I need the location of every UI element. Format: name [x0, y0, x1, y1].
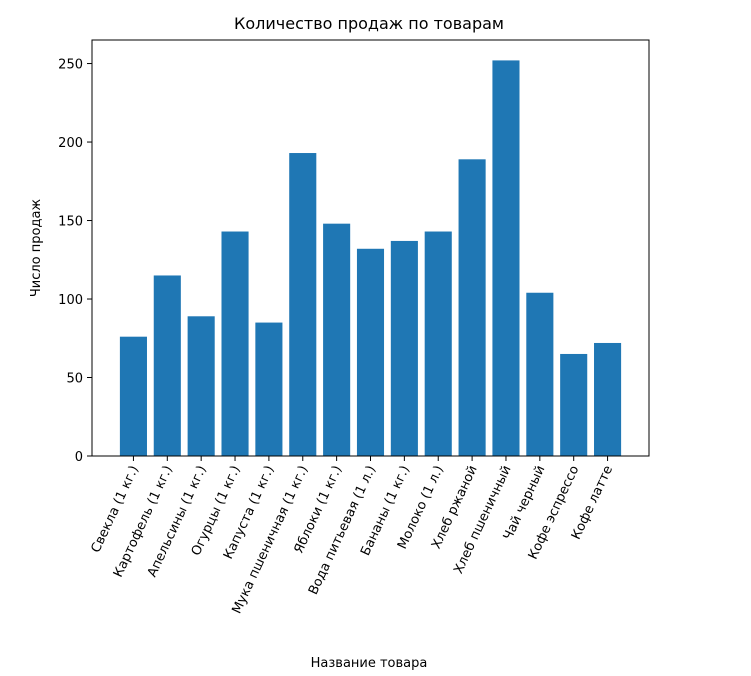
bar-10	[424, 231, 452, 456]
bar-6	[289, 153, 317, 456]
bar-8	[356, 248, 385, 456]
bar-11	[458, 159, 486, 456]
bar-4	[221, 231, 249, 456]
bar-9	[390, 240, 418, 456]
bar-15	[594, 342, 622, 456]
y-tick-label: 250	[58, 58, 83, 73]
y-tick-label: 200	[58, 136, 83, 151]
plot-area	[119, 60, 622, 456]
y-tick-label: 150	[58, 215, 83, 230]
y-axis-label: Число продаж	[29, 199, 44, 298]
bar-13	[526, 292, 554, 456]
bar-3	[187, 316, 215, 456]
bar-14	[560, 353, 588, 456]
y-tick-label: 50	[66, 372, 83, 387]
bar-5	[255, 322, 283, 456]
y-tick-label: 100	[58, 293, 83, 308]
bar-7	[323, 223, 351, 456]
bar-1	[119, 336, 147, 456]
x-axis: Свекла (1 кг.)Картофель (1 кг.)Апельсины…	[89, 456, 616, 616]
chart-title: Количество продаж по товарам	[234, 14, 504, 33]
bar-12	[492, 60, 520, 456]
x-axis-label: Название товара	[311, 656, 428, 671]
bar-2	[153, 275, 181, 456]
y-axis: 0 50 100 150 200 250	[58, 58, 92, 465]
y-tick-label: 0	[75, 450, 83, 465]
